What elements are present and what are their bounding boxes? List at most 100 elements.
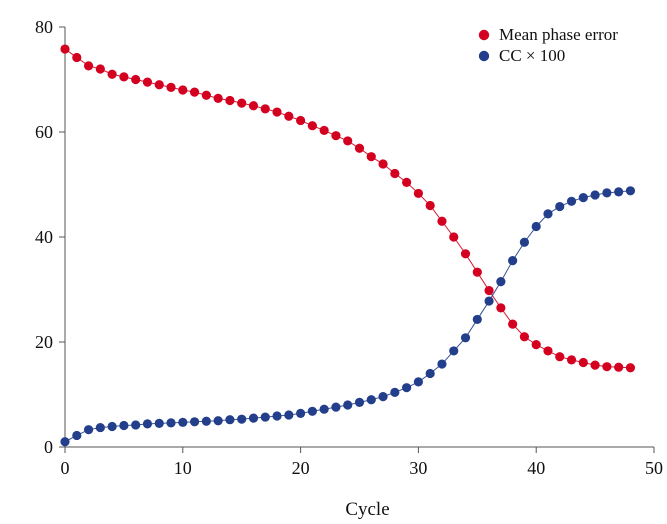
legend-label: CC × 100 <box>499 46 565 65</box>
data-point <box>460 333 471 343</box>
data-point <box>237 414 247 424</box>
data-point <box>531 221 541 232</box>
legend-label: Mean phase error <box>499 25 618 44</box>
data-point <box>307 121 317 131</box>
data-point <box>319 404 329 414</box>
data-point <box>519 237 530 247</box>
data-point <box>555 201 565 212</box>
data-point <box>154 418 164 428</box>
data-point <box>131 420 141 430</box>
x-tick-label: 40 <box>527 458 545 478</box>
data-point <box>449 232 459 242</box>
data-point <box>354 397 365 407</box>
data-point <box>484 296 494 306</box>
data-point <box>496 277 506 287</box>
x-axis-label: Cycle <box>345 499 389 520</box>
data-point <box>578 357 588 368</box>
legend: Mean phase error CC × 100 <box>478 25 618 65</box>
data-point <box>508 256 518 266</box>
data-point <box>614 187 624 197</box>
data-point <box>625 186 636 196</box>
data-point <box>189 417 200 427</box>
data-point <box>496 303 506 313</box>
data-point <box>602 362 612 372</box>
data-point <box>213 416 223 426</box>
data-point <box>60 437 70 447</box>
data-point <box>602 188 612 198</box>
data-point <box>378 159 388 169</box>
data-point <box>402 383 412 393</box>
data-point <box>72 430 82 441</box>
series-layer <box>60 44 636 447</box>
data-point <box>578 193 588 203</box>
data-point <box>83 61 94 71</box>
data-point <box>566 196 577 206</box>
data-point <box>284 111 294 121</box>
data-point <box>272 411 282 421</box>
data-point <box>296 408 306 418</box>
data-point <box>614 362 624 372</box>
series-1 <box>60 44 636 373</box>
data-point <box>519 332 530 342</box>
data-point <box>60 44 70 54</box>
data-point <box>166 418 176 428</box>
y-tick-label: 80 <box>35 17 53 37</box>
data-point <box>178 85 188 95</box>
data-point <box>331 402 341 412</box>
x-tick-label: 0 <box>61 458 70 478</box>
data-point <box>508 319 518 329</box>
data-point <box>484 285 494 296</box>
series-line <box>64 48 631 369</box>
data-point <box>166 82 176 92</box>
data-point <box>543 209 553 219</box>
data-point <box>225 95 235 106</box>
data-point <box>566 355 577 365</box>
x-tick-label: 10 <box>174 458 192 478</box>
x-tick-label: 30 <box>409 458 427 478</box>
data-point <box>390 168 400 179</box>
data-point <box>425 200 435 211</box>
data-point <box>437 359 447 369</box>
series-2 <box>60 186 636 447</box>
data-point <box>366 395 376 405</box>
data-point <box>437 216 447 226</box>
data-point <box>201 90 211 100</box>
data-point <box>307 406 317 416</box>
data-point <box>142 77 153 87</box>
data-point <box>131 74 141 85</box>
data-point <box>366 152 376 162</box>
data-point <box>201 416 211 426</box>
data-point <box>119 420 129 431</box>
data-point <box>390 387 400 397</box>
data-point <box>119 72 129 82</box>
data-point <box>555 352 565 362</box>
data-point <box>402 177 412 187</box>
data-point <box>378 392 388 402</box>
x-tick-label: 50 <box>645 458 663 478</box>
data-point <box>237 98 247 108</box>
axes: 0 10 20 30 40 50 0 20 40 60 80 <box>35 17 663 478</box>
data-point <box>95 64 105 74</box>
y-tick-label: 20 <box>35 332 53 352</box>
data-point <box>189 87 200 97</box>
data-point <box>331 131 341 141</box>
data-point <box>154 80 164 90</box>
data-point <box>425 368 435 379</box>
legend-marker <box>478 50 490 62</box>
data-point <box>543 346 553 356</box>
data-point <box>260 412 270 422</box>
data-point <box>296 115 306 126</box>
data-point <box>449 346 459 356</box>
data-point <box>531 340 541 350</box>
data-point <box>272 107 282 117</box>
data-point <box>213 93 223 103</box>
data-point <box>107 69 117 79</box>
data-point <box>178 417 188 427</box>
data-point <box>343 136 353 146</box>
y-tick-label: 40 <box>35 227 53 247</box>
data-point <box>590 360 600 370</box>
data-point <box>72 52 82 63</box>
y-tick-label: 60 <box>35 122 53 142</box>
